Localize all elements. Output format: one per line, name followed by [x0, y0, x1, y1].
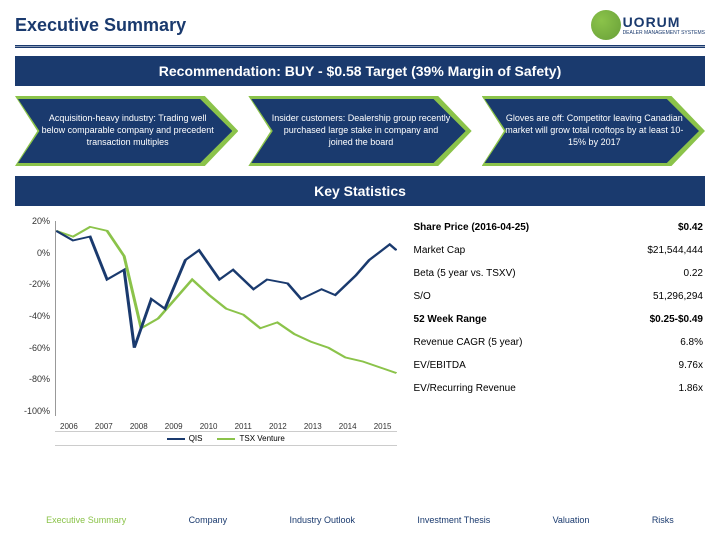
recommendation-banner: Recommendation: BUY - $0.58 Target (39% …	[15, 56, 705, 86]
logo-icon	[591, 10, 621, 40]
stats-value: $0.42	[678, 222, 703, 233]
stats-value: $0.25-$0.49	[650, 314, 703, 325]
xlabel: 2015	[374, 422, 392, 431]
ylabel: -40%	[15, 311, 50, 321]
chart-ylabels: 20% 0% -20% -40% -60% -80% -100%	[15, 216, 50, 416]
stats-value: 6.8%	[680, 337, 703, 348]
stats-table: Share Price (2016-04-25)$0.42Market Cap$…	[412, 216, 705, 446]
nav-item-investment-thesis[interactable]: Investment Thesis	[417, 515, 490, 525]
stats-label: 52 Week Range	[414, 314, 650, 325]
ylabel: -80%	[15, 374, 50, 384]
stats-row: S/O51,296,294	[412, 285, 705, 308]
xlabel: 2011	[235, 422, 252, 431]
legend-label: TSX Venture	[239, 434, 284, 443]
stats-value: 0.22	[684, 268, 703, 279]
main-content: 20% 0% -20% -40% -60% -80% -100% 2006 20…	[0, 216, 720, 456]
xlabel: 2010	[200, 422, 218, 431]
logo-main: UORUM	[623, 14, 705, 30]
legend-line-tsx	[217, 438, 235, 440]
chart-legend: QIS TSX Venture	[55, 431, 397, 446]
stats-row: Share Price (2016-04-25)$0.42	[412, 216, 705, 239]
nav-item-company[interactable]: Company	[189, 515, 228, 525]
legend-qis: QIS	[167, 434, 203, 443]
legend-tsx: TSX Venture	[217, 434, 284, 443]
arrow-3: Gloves are off: Competitor leaving Canad…	[482, 96, 705, 166]
ylabel: -60%	[15, 343, 50, 353]
nav-item-risks[interactable]: Risks	[652, 515, 674, 525]
ylabel: 20%	[15, 216, 50, 226]
stats-row: Beta (5 year vs. TSXV)0.22	[412, 262, 705, 285]
title-underline	[15, 45, 705, 48]
stats-label: Revenue CAGR (5 year)	[414, 337, 681, 348]
xlabel: 2008	[130, 422, 148, 431]
logo-text: UORUM DEALER MANAGEMENT SYSTEMS	[623, 14, 705, 36]
bottom-nav: Executive Summary Company Industry Outlook…	[0, 515, 720, 525]
chart-svg	[56, 221, 397, 416]
ylabel: -100%	[15, 406, 50, 416]
nav-item-industry-outlook[interactable]: Industry Outlook	[289, 515, 355, 525]
stats-row: Revenue CAGR (5 year)6.8%	[412, 331, 705, 354]
series-tsx	[56, 227, 397, 373]
arrow-2: Insider customers: Dealership group rece…	[248, 96, 471, 166]
arrow-row: Acquisition-heavy industry: Trading well…	[0, 96, 720, 176]
nav-item-valuation[interactable]: Valuation	[553, 515, 590, 525]
stats-label: EV/Recurring Revenue	[414, 383, 679, 394]
stats-label: EV/EBITDA	[414, 360, 679, 371]
arrow-text-3: Gloves are off: Competitor leaving Canad…	[505, 113, 684, 148]
legend-label: QIS	[189, 434, 203, 443]
logo-sub: DEALER MANAGEMENT SYSTEMS	[623, 30, 705, 36]
xlabel: 2009	[165, 422, 183, 431]
stats-row: Market Cap$21,544,444	[412, 239, 705, 262]
stats-row: EV/EBITDA9.76x	[412, 354, 705, 377]
arrow-1: Acquisition-heavy industry: Trading well…	[15, 96, 238, 166]
xlabel: 2012	[269, 422, 287, 431]
stats-row: 52 Week Range$0.25-$0.49	[412, 308, 705, 331]
chart-plot	[55, 221, 397, 416]
chart: 20% 0% -20% -40% -60% -80% -100% 2006 20…	[15, 216, 397, 446]
series-qis	[56, 231, 397, 348]
page-title: Executive Summary	[15, 15, 186, 36]
legend-line-qis	[167, 438, 185, 440]
stats-value: 1.86x	[679, 383, 703, 394]
arrow-text-2: Insider customers: Dealership group rece…	[271, 113, 450, 148]
arrow-text-1: Acquisition-heavy industry: Trading well…	[38, 113, 217, 148]
stats-label: S/O	[414, 291, 653, 302]
ylabel: 0%	[15, 248, 50, 258]
stats-value: $21,544,444	[647, 245, 703, 256]
header: Executive Summary UORUM DEALER MANAGEMEN…	[0, 0, 720, 45]
keystats-banner: Key Statistics	[15, 176, 705, 206]
ylabel: -20%	[15, 279, 50, 289]
chart-xlabels: 2006 2007 2008 2009 2010 2011 2012 2013 …	[55, 422, 397, 431]
stats-value: 9.76x	[679, 360, 703, 371]
xlabel: 2007	[95, 422, 113, 431]
stats-value: 51,296,294	[653, 291, 703, 302]
stats-label: Share Price (2016-04-25)	[414, 222, 678, 233]
xlabel: 2013	[304, 422, 322, 431]
stats-label: Market Cap	[414, 245, 648, 256]
xlabel: 2006	[60, 422, 78, 431]
stats-label: Beta (5 year vs. TSXV)	[414, 268, 684, 279]
logo: UORUM DEALER MANAGEMENT SYSTEMS	[591, 10, 705, 40]
nav-item-executive-summary[interactable]: Executive Summary	[46, 515, 126, 525]
stats-row: EV/Recurring Revenue1.86x	[412, 377, 705, 400]
xlabel: 2014	[339, 422, 357, 431]
